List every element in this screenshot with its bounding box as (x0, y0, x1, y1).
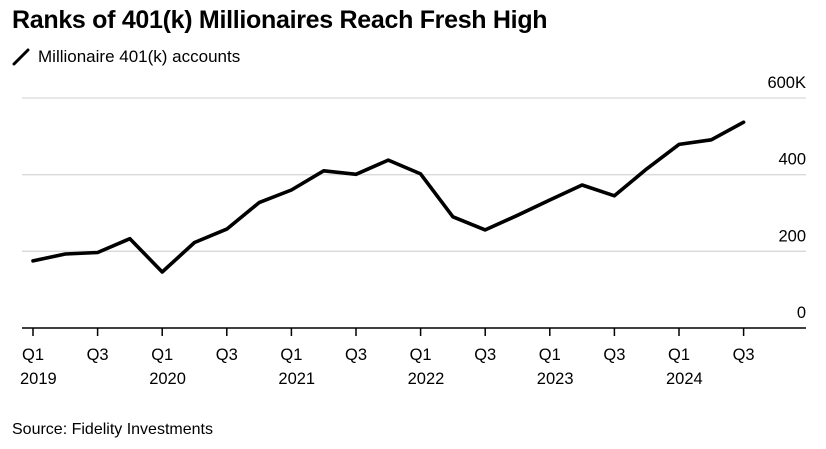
x-tick-label-q1-2019: Q1 (22, 346, 44, 364)
source-note: Source: Fidelity Investments (12, 421, 213, 438)
x-tick-label-q3: Q3 (603, 346, 625, 364)
x-tick-label-q3: Q3 (474, 346, 496, 364)
diagonal-line-icon (12, 48, 30, 66)
y-tick-label-400: 400 (778, 151, 806, 169)
legend-label-millionaire-accounts: Millionaire 401(k) accounts (38, 47, 241, 66)
x-tick-year-2024: 2024 (666, 370, 703, 388)
x-tick-label-q1-2021: Q1 (280, 346, 302, 364)
x-tick-year-2022: 2022 (408, 370, 445, 388)
x-tick-label-q1-2023: Q1 (539, 346, 561, 364)
x-tick-label-q1-2024: Q1 (668, 346, 690, 364)
x-tick-label-q1-2022: Q1 (410, 346, 432, 364)
x-tick-label-q3: Q3 (216, 346, 238, 364)
x-tick-label-q1-2020: Q1 (151, 346, 173, 364)
y-tick-label-200: 200 (778, 227, 806, 245)
x-tick-year-2019: 2019 (20, 370, 57, 388)
legend: Millionaire 401(k) accounts (12, 47, 240, 67)
x-tick-year-2020: 2020 (149, 370, 186, 388)
x-tick-year-2023: 2023 (537, 370, 574, 388)
y-tick-label-0: 0 (797, 304, 806, 322)
x-tick-year-2021: 2021 (278, 370, 315, 388)
x-tick-label-q3: Q3 (733, 346, 755, 364)
x-tick-label-q3: Q3 (87, 346, 109, 364)
x-tick-label-q3: Q3 (345, 346, 367, 364)
series-line-0 (31, 120, 746, 274)
y-tick-label-600: 600K (767, 74, 806, 92)
chart-title: Ranks of 401(k) Millionaires Reach Fresh… (12, 6, 548, 34)
